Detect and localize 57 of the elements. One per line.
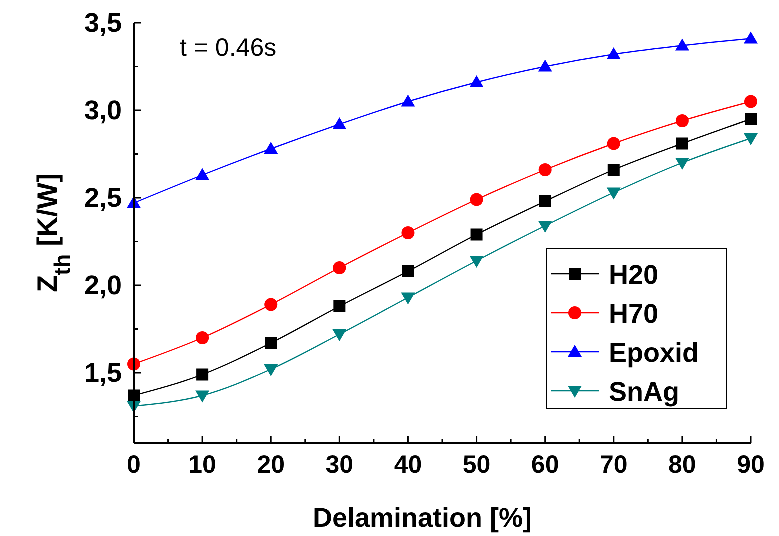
x-tick-label: 70 (600, 451, 628, 479)
point (264, 142, 278, 154)
point (196, 168, 210, 180)
point (334, 300, 346, 312)
point (676, 138, 688, 150)
point (538, 164, 552, 176)
point (744, 32, 758, 44)
x-tick-label: 50 (462, 451, 491, 479)
point (676, 114, 689, 128)
legend-label: Epoxid (609, 338, 700, 368)
point (332, 330, 347, 342)
x-tick-label: 20 (257, 451, 286, 479)
point (675, 158, 690, 170)
y-tick-label: 2,0 (84, 270, 122, 300)
point (265, 337, 278, 350)
point (401, 94, 416, 107)
x-tick-label: 40 (394, 451, 422, 479)
x-tick-label: 0 (127, 451, 141, 479)
x-tick-label: 30 (326, 451, 354, 479)
x-tick-label: 60 (531, 451, 560, 479)
x-tick-label: 10 (188, 451, 216, 479)
point (333, 262, 346, 274)
y-tick-label: 3,5 (84, 8, 122, 38)
point (402, 266, 414, 278)
point (470, 193, 484, 206)
legend-label: H20 (609, 260, 659, 290)
point (538, 221, 552, 233)
point (402, 226, 415, 240)
y-tick-label: 2,5 (84, 183, 122, 213)
point (744, 95, 758, 108)
point (675, 38, 690, 51)
point (744, 134, 758, 146)
x-tick-label: 90 (737, 451, 765, 479)
point (470, 228, 483, 241)
point (745, 113, 757, 126)
y-tick-label: 1,5 (84, 358, 122, 388)
point (470, 256, 484, 268)
point (264, 364, 278, 376)
annotation: t = 0.46s (180, 34, 277, 62)
point (470, 76, 484, 88)
point (401, 292, 416, 305)
point (196, 390, 210, 403)
point (608, 164, 620, 176)
point (606, 188, 621, 200)
point (538, 60, 552, 72)
x-axis-title: Delamination [%] (312, 503, 532, 533)
x-tick-label: 80 (668, 451, 696, 479)
point (607, 137, 620, 150)
point (332, 118, 347, 130)
point (196, 332, 210, 344)
point (606, 48, 621, 60)
legend-label: H70 (609, 299, 659, 329)
point (264, 298, 278, 312)
point (196, 368, 209, 381)
point (539, 196, 552, 208)
y-tick-label: 3,0 (84, 96, 122, 126)
legend-label: SnAg (609, 377, 680, 407)
